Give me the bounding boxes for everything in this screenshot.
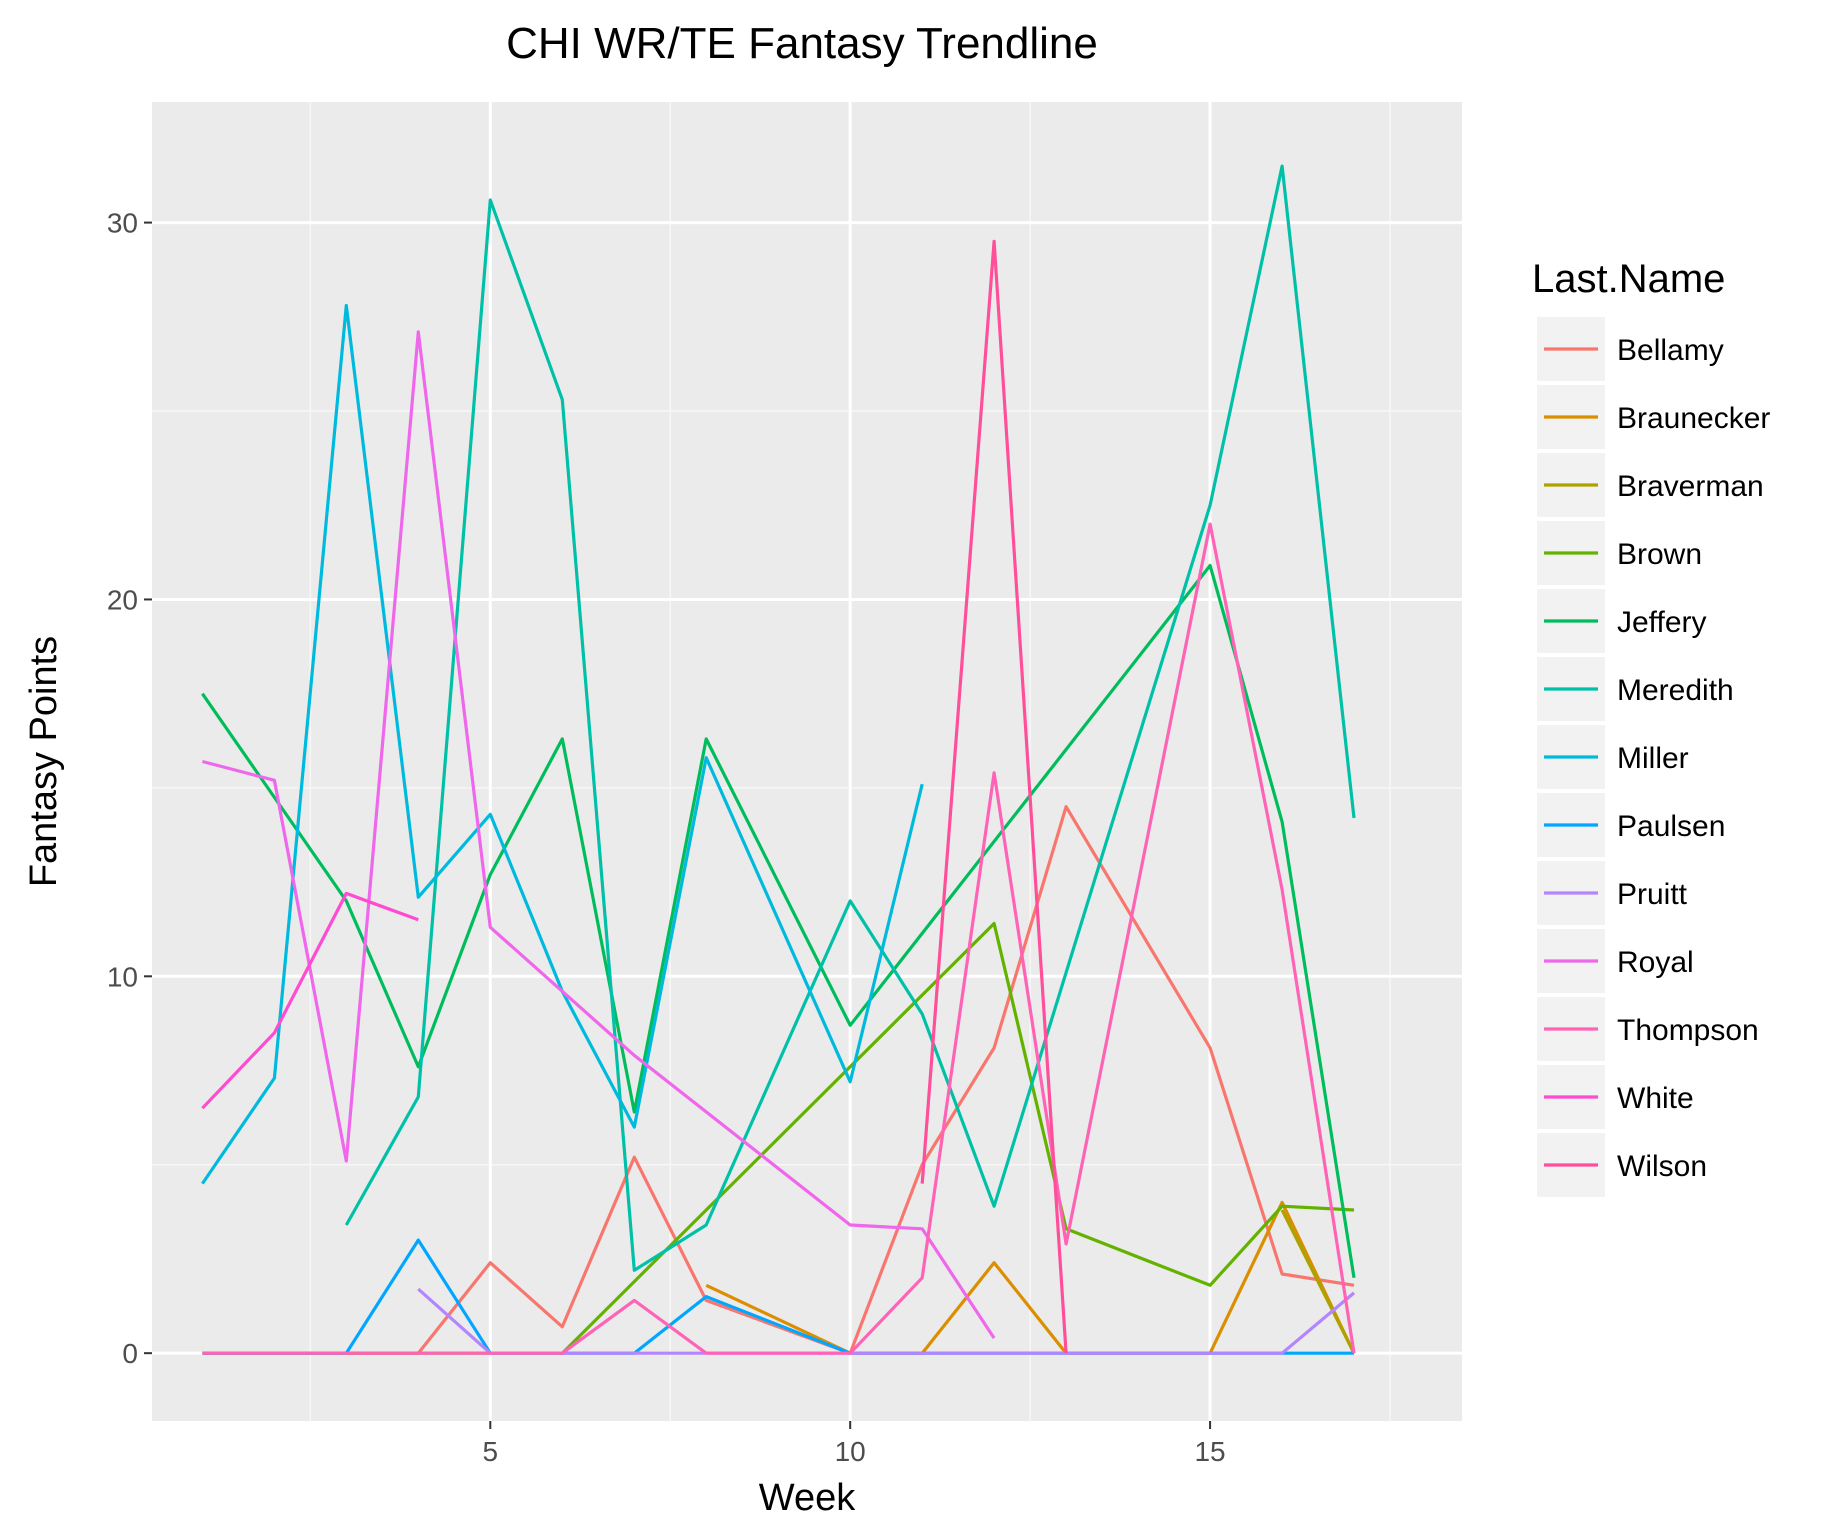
x-axis-title: Week — [759, 1477, 856, 1519]
y-tick-label: 30 — [107, 208, 138, 239]
legend-item-bellamy: Bellamy — [1537, 317, 1724, 381]
legend-title: Last.Name — [1532, 257, 1725, 301]
legend-item-wilson: Wilson — [1537, 1133, 1707, 1197]
legend-label: White — [1617, 1082, 1694, 1115]
legend-item-brown: Brown — [1537, 521, 1702, 585]
legend-item-royal: Royal — [1537, 929, 1694, 993]
legend-label: Paulsen — [1617, 810, 1725, 843]
legend-item-white: White — [1537, 1065, 1694, 1129]
legend-label: Royal — [1617, 946, 1694, 979]
legend: Last.Name Bellamy Braunecker Braverman Brow… — [1532, 257, 1770, 1197]
y-tick-label: 0 — [122, 1338, 138, 1369]
series-line-wilson — [920, 239, 1068, 1354]
legend-label: Brown — [1617, 538, 1702, 571]
y-tick-label: 10 — [107, 961, 138, 992]
chart-title: CHI WR/TE Fantasy Trendline — [506, 19, 1098, 68]
legend-item-braunecker: Braunecker — [1537, 385, 1770, 449]
legend-label: Jeffery — [1617, 606, 1707, 639]
legend-item-paulsen: Paulsen — [1537, 793, 1725, 857]
legend-label: Braverman — [1617, 470, 1764, 503]
legend-item-meredith: Meredith — [1537, 657, 1734, 721]
panel-background — [152, 102, 1462, 1421]
x-axis-ticks: 5 10 15 — [483, 1421, 1226, 1467]
legend-label: Bellamy — [1617, 334, 1724, 367]
legend-item-miller: Miller — [1537, 725, 1689, 789]
x-tick-label: 5 — [483, 1436, 499, 1467]
legend-label: Wilson — [1617, 1150, 1707, 1183]
series-line-meredith — [344, 164, 1356, 1272]
legend-label: Miller — [1617, 742, 1689, 775]
legend-item-braverman: Braverman — [1537, 453, 1764, 517]
legend-item-thompson: Thompson — [1537, 997, 1759, 1061]
series-line-thompson — [202, 522, 1356, 1355]
plot-panel — [152, 102, 1462, 1421]
y-tick-label: 20 — [107, 584, 138, 615]
legend-item-pruitt: Pruitt — [1537, 861, 1688, 925]
y-axis-title: Fantasy Points — [23, 636, 65, 887]
x-tick-label: 10 — [835, 1436, 866, 1467]
series-line-miller — [201, 303, 924, 1185]
legend-label: Braunecker — [1617, 402, 1770, 435]
series-line-braverman — [1280, 1209, 1356, 1354]
series-line-royal — [201, 330, 996, 1339]
legend-item-jeffery: Jeffery — [1537, 589, 1707, 653]
legend-label: Thompson — [1617, 1014, 1759, 1047]
series-line-white — [201, 891, 419, 1110]
series-layer — [201, 164, 1356, 1355]
legend-label: Meredith — [1617, 674, 1734, 707]
legend-label: Pruitt — [1617, 878, 1688, 911]
x-tick-label: 15 — [1194, 1436, 1225, 1467]
y-axis-ticks: 0 10 20 30 — [107, 208, 152, 1369]
